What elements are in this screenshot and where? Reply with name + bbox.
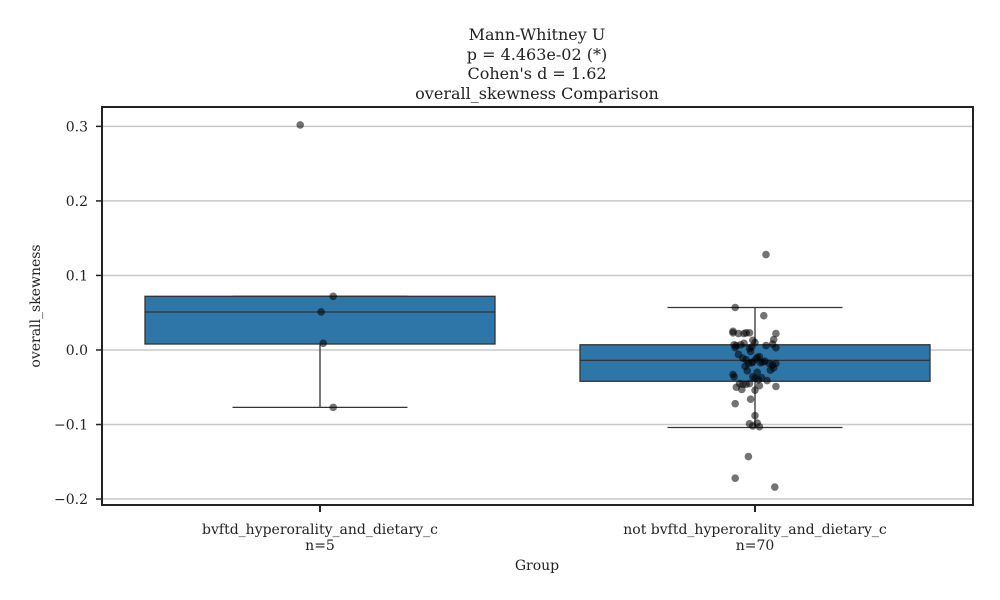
y-tick-label: −0.1 xyxy=(54,418,88,434)
data-point xyxy=(771,483,779,491)
y-tick-label: 0.1 xyxy=(66,268,88,284)
data-point xyxy=(729,327,737,336)
data-point xyxy=(731,343,739,352)
data-point xyxy=(747,343,756,351)
data-point xyxy=(763,376,771,385)
data-point xyxy=(738,385,746,394)
data-point xyxy=(754,375,763,384)
data-point xyxy=(296,121,305,129)
y-tick-label: −0.2 xyxy=(54,492,88,508)
data-point xyxy=(731,474,739,482)
data-point xyxy=(740,329,748,338)
plot-frame xyxy=(101,106,974,506)
data-point xyxy=(329,292,338,301)
x-tick-label: not bvftd_hyperorality_and_dietary_c xyxy=(623,522,887,538)
title-line-1: Mann-Whitney U xyxy=(469,25,606,44)
data-point xyxy=(772,382,780,391)
data-points xyxy=(296,121,780,491)
data-point xyxy=(760,311,768,320)
x-axis-ticks: bvftd_hyperorality_and_dietary_cn=5 not b… xyxy=(202,505,887,554)
title-line-3: Cohen's d = 1.62 xyxy=(467,64,606,83)
x-axis-label: Group xyxy=(515,558,559,574)
data-point xyxy=(746,395,755,403)
data-point xyxy=(731,303,739,312)
data-point xyxy=(730,373,738,381)
grid-lines xyxy=(102,125,973,500)
box xyxy=(144,295,496,345)
data-point xyxy=(751,411,759,420)
data-point xyxy=(744,452,753,461)
y-axis-ticks: −0.2 −0.1 0.0 0.1 0.2 0.3 xyxy=(54,119,102,508)
data-point xyxy=(762,250,770,259)
data-point xyxy=(749,422,757,430)
data-point xyxy=(772,343,780,352)
data-point xyxy=(762,341,770,350)
data-point xyxy=(740,339,748,348)
x-tick-count-label: n=70 xyxy=(736,538,775,554)
data-point xyxy=(745,379,754,388)
data-point xyxy=(317,308,325,316)
title-line-2: p = 4.463e-02 (*) xyxy=(467,45,607,64)
chart-title: Mann-Whitney U p = 4.463e-02 (*) Cohen's… xyxy=(415,25,659,103)
y-tick-label: 0.2 xyxy=(66,194,88,210)
data-point xyxy=(741,362,749,371)
data-point xyxy=(751,386,759,395)
data-point xyxy=(731,399,739,408)
data-point xyxy=(329,403,338,412)
y-tick-label: 0.0 xyxy=(66,343,88,359)
boxes xyxy=(144,295,931,429)
data-point xyxy=(755,422,764,431)
y-axis-label: overall_skewness xyxy=(28,244,44,367)
x-tick-count-label: n=5 xyxy=(305,538,335,554)
data-point xyxy=(319,339,328,348)
data-point xyxy=(758,358,767,366)
data-point xyxy=(766,366,775,374)
y-tick-label: 0.3 xyxy=(66,119,88,135)
x-tick-label: bvftd_hyperorality_and_dietary_c xyxy=(202,522,438,538)
title-line-4: overall_skewness Comparison xyxy=(415,84,659,103)
data-point xyxy=(772,329,780,338)
